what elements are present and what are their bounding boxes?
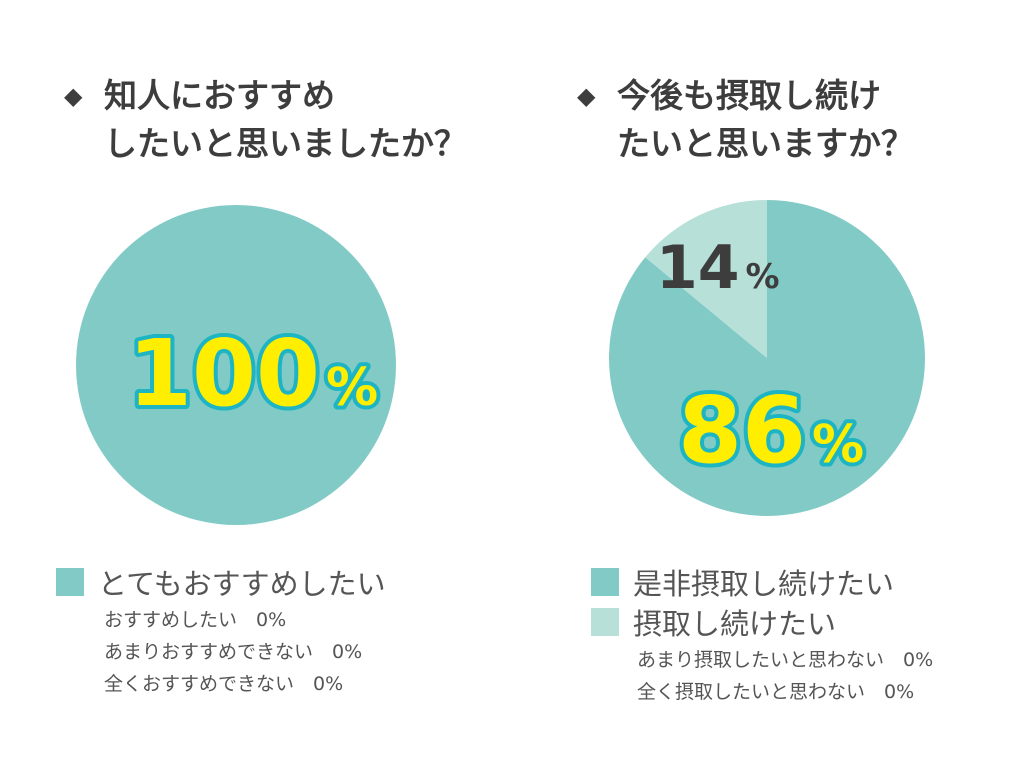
zero-item: 全く摂取したいと思わない 0% [637,681,915,703]
chart-title-line-2: たいと思いますか？ [617,124,914,163]
legend-item: 摂取し続けたい [591,602,894,642]
pie-slice-0 [76,205,396,525]
legend-swatch [591,608,619,636]
zero-item: おすすめしたい 0% [104,609,287,631]
pie-chart: 86 % 14% [609,200,926,516]
pie-slice-1 [645,200,767,358]
data-label-0: 100% [128,320,378,427]
chart-legend: 是非摂取し続けたい 摂取し続けたい [591,562,894,642]
diamond-bullet-icon: ◆ [64,82,83,110]
data-label-1: 14% [656,233,780,303]
zero-item: 全くおすすめできない 0% [104,673,344,695]
chart-title: ◆ 知人におすすめ したいと思いましたか？ [64,72,467,168]
legend-label: 是非摂取し続けたい [633,567,895,601]
zero-item: あまり摂取したいと思わない 0% [637,649,934,671]
legend-item: 是非摂取し続けたい [591,562,894,602]
chart-title-line-1: 知人におすすめ [104,76,335,115]
chart-title-line-1: 今後も摂取し続け [617,76,881,115]
legend-label: とてもおすすめしたい [98,567,386,601]
zero-items-list: あまり摂取したいと思わない 0% 全く摂取したいと思わない 0% [637,644,933,708]
legend-swatch [56,568,84,596]
pie-slice-0 [609,200,926,516]
legend-item: とてもおすすめしたい [56,562,386,602]
data-label-0: 86% [678,377,864,484]
chart-panel-continue: ◆ 今後も摂取し続け たいと思いますか？ 86% 14% 是非摂取し続けたい 摂取し… [512,0,1024,768]
chart-title-line-2: したいと思いましたか？ [104,124,467,163]
legend-label: 摂取し続けたい [633,607,837,641]
zero-item: あまりおすすめできない 0% [104,641,363,663]
pie-chart: 100% [76,205,396,525]
chart-title: ◆ 今後も摂取し続け たいと思いますか？ [577,72,914,168]
chart-panel-recommend: ◆ 知人におすすめ したいと思いましたか？ 100% とてもおすすめしたい おす… [56,72,467,700]
chart-legend: とてもおすすめしたい [56,562,386,602]
zero-items-list: おすすめしたい 0% あまりおすすめできない 0% 全くおすすめできない 0% [104,604,362,700]
legend-swatch [591,568,619,596]
diamond-bullet-icon: ◆ [577,82,596,110]
